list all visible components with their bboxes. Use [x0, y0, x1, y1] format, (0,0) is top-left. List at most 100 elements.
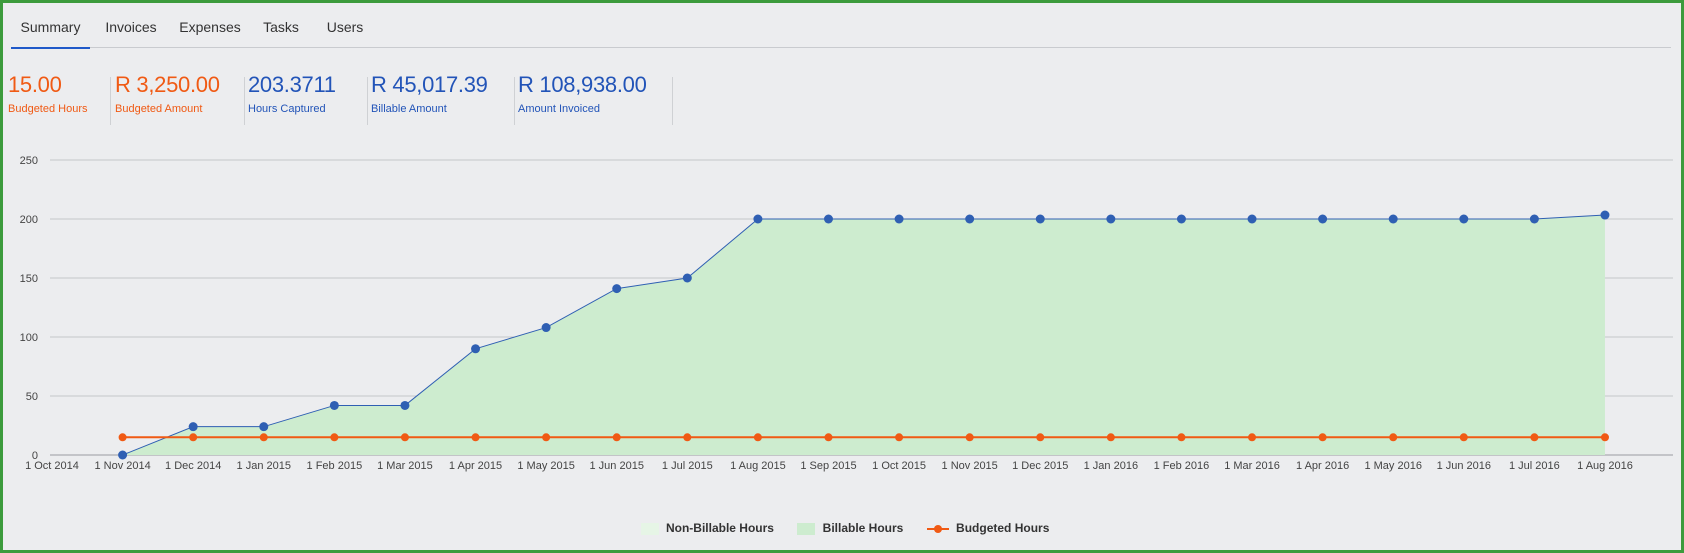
x-tick-label: 1 Nov 2014	[94, 460, 150, 472]
billable-point	[188, 422, 198, 432]
budgeted-point	[1177, 433, 1186, 442]
x-tick-label: 1 Aug 2016	[1577, 460, 1633, 472]
x-tick-label: 1 Jul 2015	[662, 460, 713, 472]
x-tick-label: 1 Apr 2015	[449, 460, 502, 472]
budgeted-point	[118, 433, 127, 442]
billable-point	[612, 284, 622, 294]
kpi-label: Budgeted Hours	[8, 103, 88, 115]
budgeted-point	[1318, 433, 1327, 442]
y-tick-label: 50	[26, 391, 38, 403]
x-tick-label: 1 Feb 2016	[1154, 460, 1210, 472]
x-tick-label: 1 Mar 2016	[1224, 460, 1280, 472]
kpi-amount-invoiced: R 108,938.00 Amount Invoiced	[513, 71, 647, 125]
x-tick-label: 1 Jan 2016	[1084, 460, 1138, 472]
billable-point	[541, 323, 551, 333]
x-tick-label: 1 Dec 2014	[165, 460, 221, 472]
budgeted-point	[753, 433, 762, 442]
kpi-divider	[110, 77, 111, 125]
billable-point	[329, 400, 339, 410]
kpi-budgeted-hours: 15.00 Budgeted Hours	[3, 71, 88, 125]
x-tick-label: 1 Jun 2015	[590, 460, 644, 472]
kpi-value: 15.00	[8, 72, 62, 97]
budgeted-point	[895, 433, 904, 442]
budgeted-point	[1530, 433, 1539, 442]
y-tick-label: 200	[20, 214, 38, 226]
budgeted-point	[1248, 433, 1257, 442]
legend-item-budgeted[interactable]: Budgeted Hours	[926, 520, 1050, 535]
billable-point	[894, 214, 904, 224]
x-tick-label: 1 Jan 2015	[237, 460, 291, 472]
kpi-budgeted-amount: R 3,250.00 Budgeted Amount	[110, 71, 220, 125]
kpi-value: R 3,250.00	[115, 72, 220, 97]
billable-point	[1247, 214, 1257, 224]
budgeted-point	[259, 433, 268, 442]
budgeted-point	[1106, 433, 1115, 442]
y-tick-label: 100	[20, 332, 38, 344]
billable-point	[682, 273, 692, 283]
kpi-divider	[672, 77, 673, 125]
billable-point	[1600, 210, 1610, 220]
legend-label: Non-Billable Hours	[665, 520, 774, 535]
billable-point	[1388, 214, 1398, 224]
budgeted-point	[683, 433, 692, 442]
budgeted-point	[189, 433, 198, 442]
x-tick-label: 1 Dec 2015	[1012, 460, 1068, 472]
x-tick-label: 1 Sep 2015	[800, 460, 856, 472]
budgeted-point	[965, 433, 974, 442]
x-tick-label: 1 Nov 2015	[942, 460, 998, 472]
tab-tasks[interactable]: Tasks	[263, 19, 299, 35]
billable-point	[965, 214, 975, 224]
billable-point	[1529, 214, 1539, 224]
budgeted-point	[1389, 433, 1398, 442]
kpi-label: Amount Invoiced	[518, 103, 600, 115]
x-tick-label: 1 Mar 2015	[377, 460, 433, 472]
kpi-billable-amount: R 45,017.39 Billable Amount	[366, 71, 488, 125]
y-tick-label: 0	[32, 450, 38, 462]
budgeted-point	[1036, 433, 1045, 442]
legend-item-billable[interactable]: Billable Hours	[797, 521, 903, 535]
kpi-divider	[367, 77, 368, 125]
billable-point	[118, 450, 128, 460]
legend-item-non-billable[interactable]: Non-Billable Hours	[640, 520, 774, 535]
billable-area	[122, 215, 1605, 455]
hours-chart: 0 50 100 150 200 250 1 Oct 2014 1 Nov 2014 1 Dec…	[20, 155, 1673, 472]
tab-invoices[interactable]: Invoices	[105, 19, 157, 35]
kpi-divider	[514, 77, 515, 125]
x-tick-label: 1 May 2016	[1364, 460, 1421, 472]
x-tick-label: 1 Feb 2015	[307, 460, 363, 472]
kpi-label: Hours Captured	[248, 103, 326, 115]
billable-point	[259, 422, 269, 432]
kpi-value: 203.3711	[248, 72, 336, 97]
x-tick-label: 1 Oct 2015	[872, 460, 926, 472]
x-tick-label: 1 Oct 2014	[25, 460, 79, 472]
budgeted-point	[1459, 433, 1468, 442]
legend-label: Budgeted Hours	[956, 520, 1050, 535]
budgeted-point	[824, 433, 833, 442]
x-tick-label: 1 Jun 2016	[1437, 460, 1491, 472]
x-tick-label: 1 Aug 2015	[730, 460, 786, 472]
kpi-hours-captured: 203.3711 Hours Captured	[243, 71, 336, 125]
legend-swatch	[640, 522, 659, 535]
x-tick-label: 1 Apr 2016	[1296, 460, 1349, 472]
tab-users[interactable]: Users	[326, 19, 364, 35]
budgeted-point	[542, 433, 551, 442]
y-tick-label: 150	[20, 273, 38, 285]
tab-summary[interactable]: Summary	[11, 6, 90, 49]
billable-point	[753, 214, 763, 224]
budgeted-point	[330, 433, 339, 442]
budgeted-point	[400, 433, 409, 442]
x-tick-label: 1 Jul 2016	[1509, 460, 1560, 472]
chart-legend: Non-Billable Hours Billable Hours Budget…	[3, 520, 1684, 535]
billable-point	[1106, 214, 1116, 224]
billable-point	[1176, 214, 1186, 224]
tab-expenses[interactable]: Expenses	[179, 19, 241, 35]
billable-line	[122, 214, 1606, 456]
legend-line-marker	[926, 524, 949, 533]
billable-point	[1459, 214, 1469, 224]
billable-point	[1318, 214, 1328, 224]
billable-point	[1035, 214, 1045, 224]
billable-point	[823, 214, 833, 224]
billable-point	[471, 344, 481, 354]
x-tick-label: 1 May 2015	[517, 460, 574, 472]
budgeted-point	[1600, 433, 1609, 442]
